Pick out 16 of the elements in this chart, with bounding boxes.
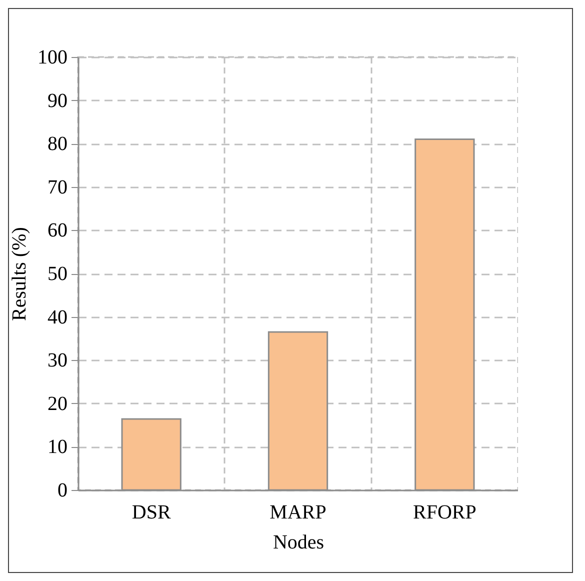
y-tick-label: 70 [48,176,68,198]
y-tick-label: 30 [48,350,68,372]
y-axis-title: Results (%) [8,227,30,321]
x-axis-title: Nodes [272,532,324,554]
x-tick-label: DSR [132,502,172,524]
y-tick-label: 60 [48,220,68,242]
y-tick-label: 90 [48,90,68,112]
y-tick-label: 20 [48,392,68,415]
y-tick-label: 100 [38,46,68,68]
x-tick-label: MARP [270,502,326,524]
y-tick-label: 0 [58,480,68,502]
y-tick-label: 80 [48,133,68,156]
y-tick-label: 40 [48,306,68,328]
y-tick-label: 50 [48,263,68,285]
x-tick-label: RFORP [412,502,476,524]
y-tick-label: 10 [48,436,68,458]
